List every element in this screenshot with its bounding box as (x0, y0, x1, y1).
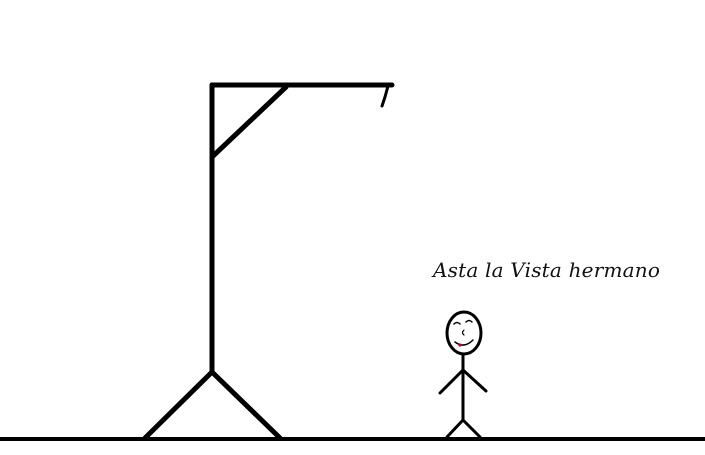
left-arm (438, 368, 465, 395)
right-leg (461, 418, 482, 439)
right-arm (461, 368, 488, 393)
left-eye-icon (453, 321, 461, 325)
lip-icon (458, 343, 462, 347)
gallows-base-left (142, 369, 215, 441)
rope-stub-icon (380, 84, 390, 108)
right-eye-icon (465, 319, 473, 323)
gallows (142, 82, 395, 441)
gallows-base-right (209, 369, 283, 441)
smile-icon (454, 339, 474, 346)
stick-figure (438, 310, 488, 439)
nose-icon (461, 329, 465, 336)
left-leg (445, 418, 465, 439)
head-icon (445, 310, 483, 356)
gallows-brace (209, 84, 289, 160)
caption-text: Asta la Vista hermano (431, 258, 660, 282)
